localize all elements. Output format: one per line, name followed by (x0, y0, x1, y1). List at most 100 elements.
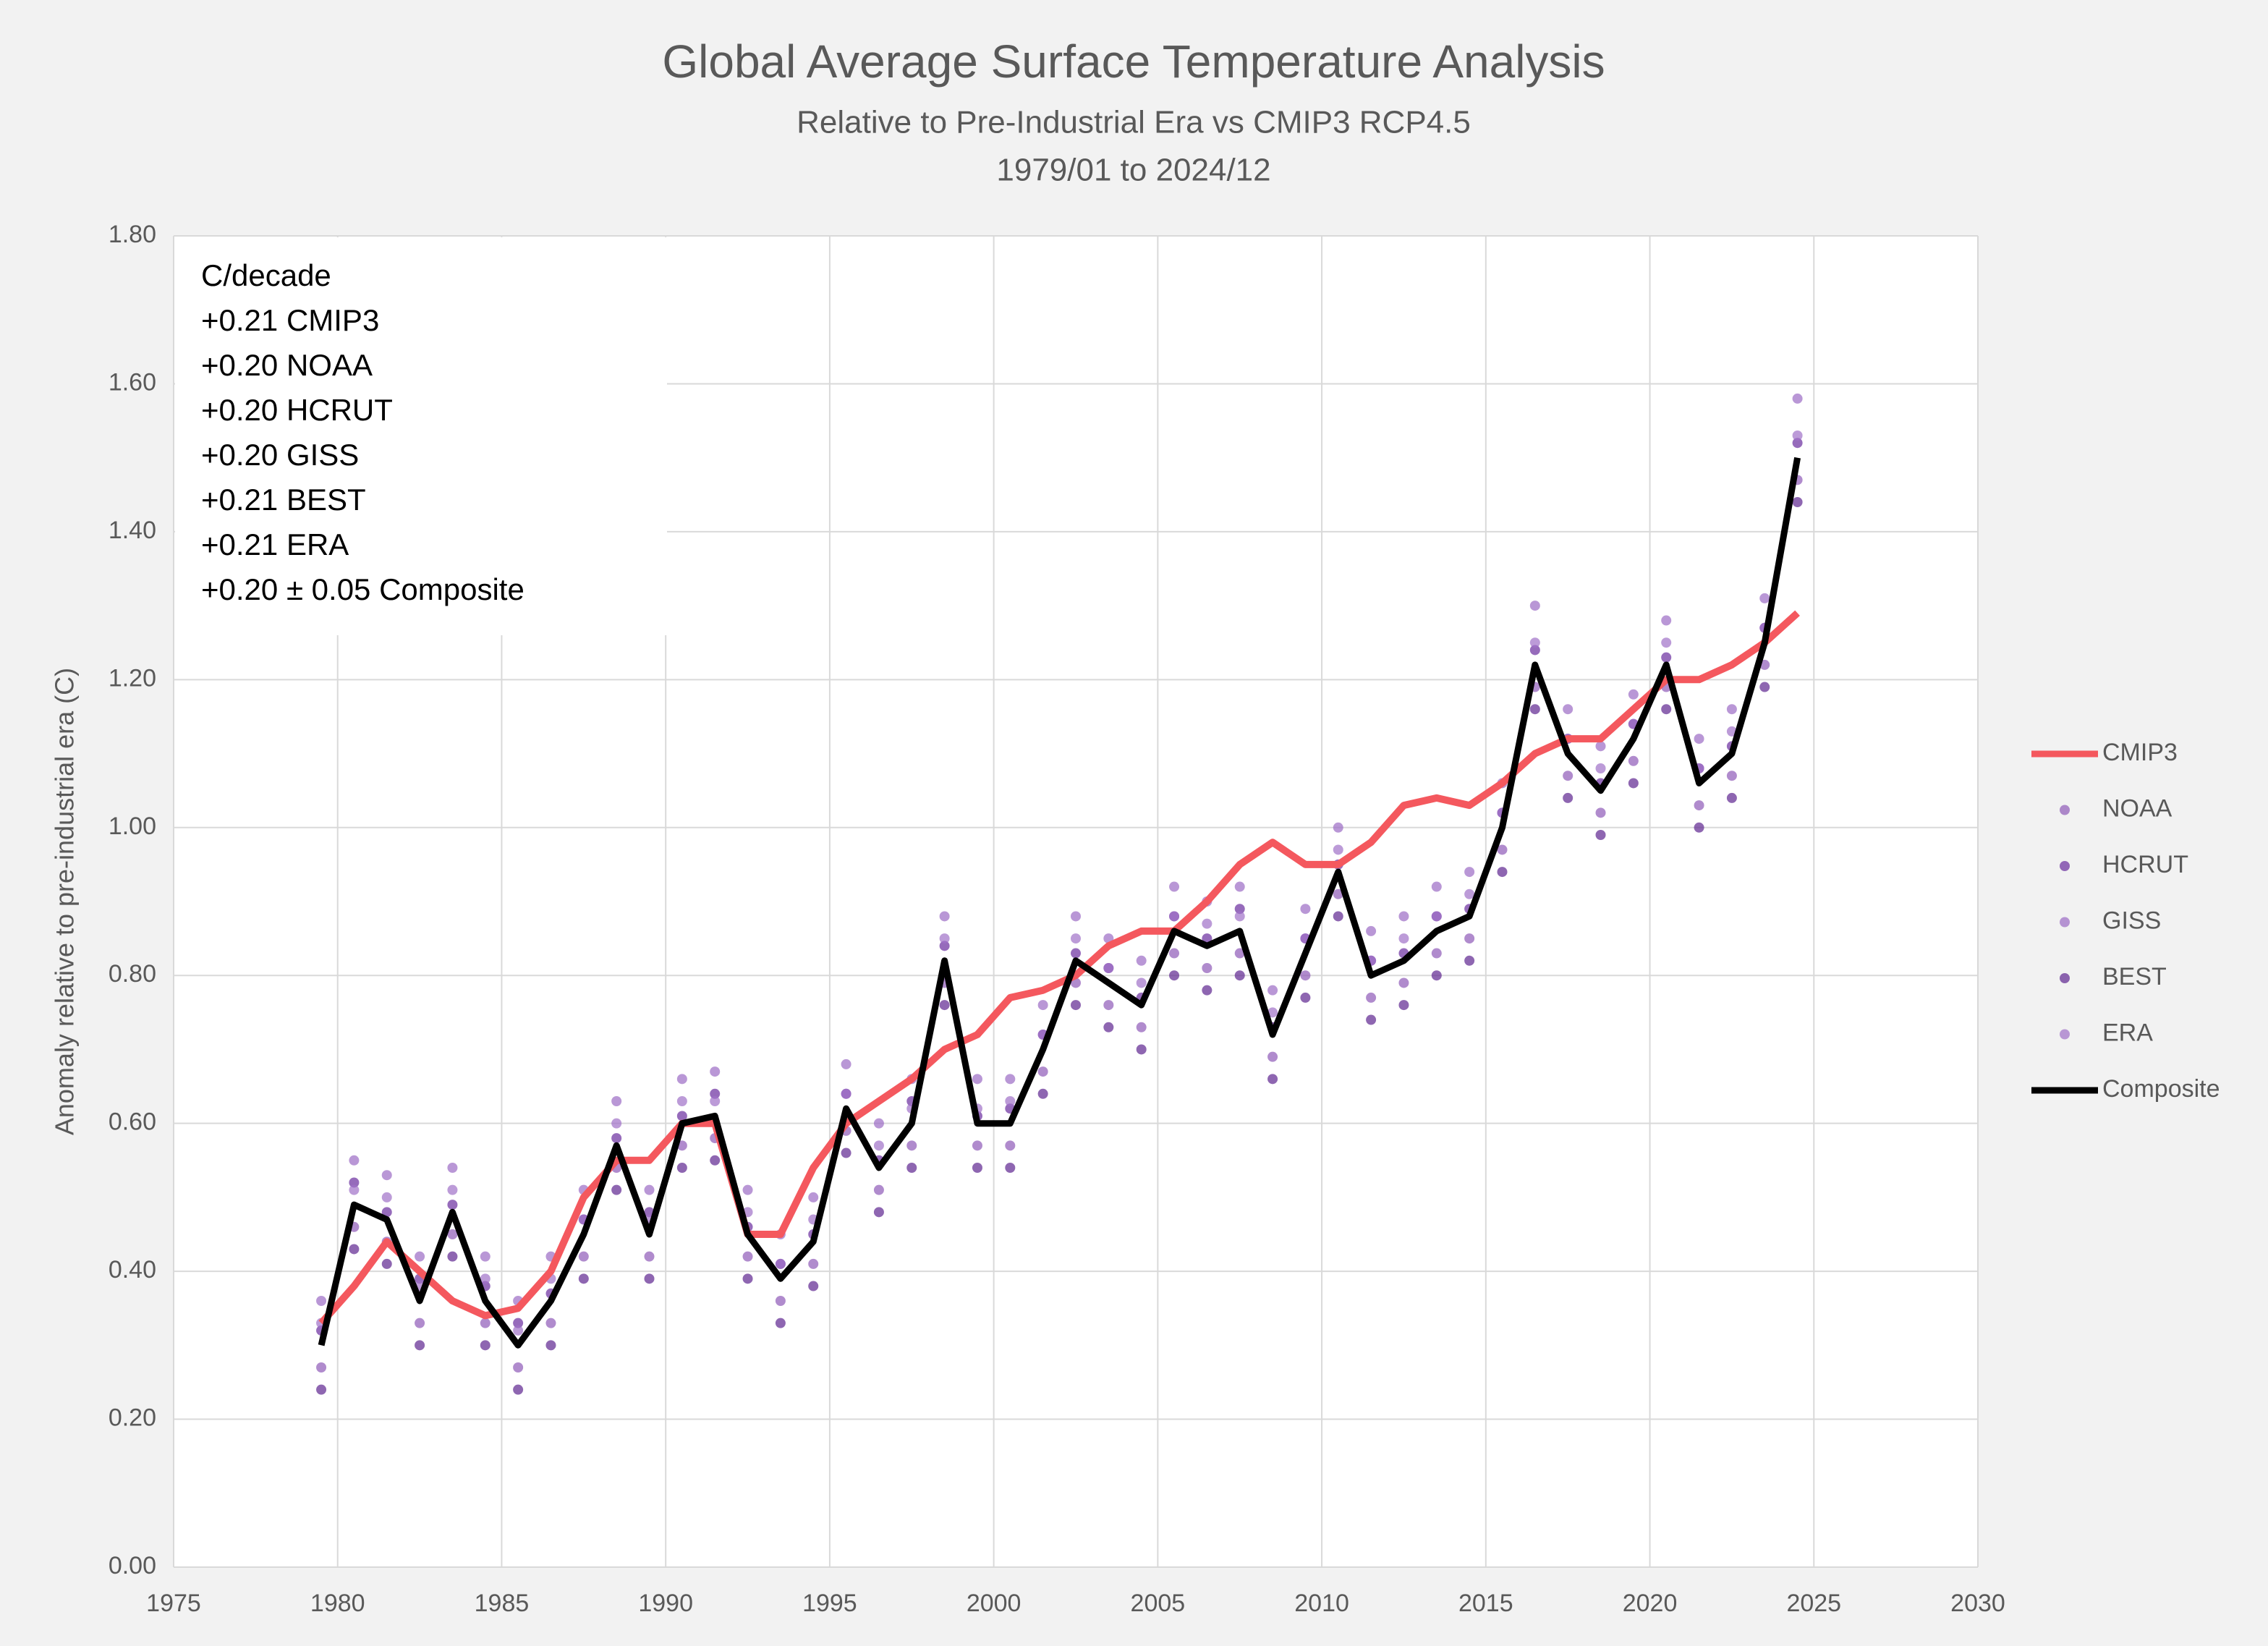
data-point (1595, 830, 1606, 840)
data-point (447, 1251, 458, 1262)
series-line (318, 457, 1801, 1349)
data-point (1300, 992, 1311, 1003)
data-point (1464, 955, 1475, 966)
data-point (1529, 637, 1540, 648)
data-point (447, 1200, 458, 1210)
data-point (415, 1340, 425, 1351)
data-point (1563, 792, 1573, 803)
data-point (1169, 948, 1180, 959)
data-point (1234, 948, 1245, 959)
data-point (873, 1184, 884, 1195)
data-point (1595, 807, 1606, 818)
data-point (1726, 771, 1737, 781)
data-point (742, 1273, 753, 1284)
data-point (676, 1096, 687, 1106)
data-point (841, 1059, 851, 1069)
data-point (381, 1207, 392, 1218)
y-tick-label: 0.60 (109, 1108, 156, 1136)
legend-label: GISS (2102, 907, 2161, 934)
data-point (513, 1318, 524, 1328)
data-point (1529, 601, 1540, 611)
data-point (972, 1140, 982, 1151)
y-tick-label: 1.80 (109, 221, 156, 248)
data-point (1792, 430, 1803, 441)
data-point (841, 1147, 851, 1158)
data-point (742, 1184, 753, 1195)
data-point (972, 1074, 982, 1085)
data-point (939, 933, 950, 944)
data-point (1792, 438, 1803, 449)
legend-swatch (2060, 861, 2070, 871)
chart-subtitle: Relative to Pre-Industrial Era vs CMIP3 … (797, 105, 1471, 140)
data-point (1234, 970, 1245, 981)
y-tick-label: 1.60 (109, 368, 156, 396)
data-point (480, 1340, 490, 1351)
data-point (808, 1192, 819, 1202)
annotation: +0.21 CMIP3 (201, 303, 379, 337)
data-point (644, 1184, 655, 1195)
data-point (1366, 1014, 1377, 1025)
data-point (1103, 963, 1114, 973)
data-point (775, 1296, 786, 1306)
data-point (1136, 955, 1147, 966)
data-point (676, 1163, 687, 1173)
data-point (480, 1251, 490, 1262)
legend-label: Composite (2102, 1075, 2220, 1103)
data-point (841, 1088, 851, 1099)
data-point (1431, 970, 1442, 981)
data-point (1497, 867, 1508, 878)
data-point (349, 1244, 360, 1255)
data-point (1694, 822, 1704, 833)
data-point (1398, 933, 1409, 944)
data-point (1464, 933, 1475, 944)
data-point (1792, 497, 1803, 507)
data-point (545, 1340, 556, 1351)
x-tick-label: 2020 (1623, 1590, 1678, 1617)
y-tick-label: 1.40 (109, 517, 156, 544)
data-point (1529, 645, 1540, 656)
data-point (1792, 393, 1803, 404)
data-point (1005, 1140, 1016, 1151)
data-point (873, 1118, 884, 1129)
data-point (1431, 948, 1442, 959)
data-point (1267, 985, 1278, 996)
annotation: +0.20 GISS (201, 438, 359, 472)
data-point (1333, 911, 1343, 922)
data-point (939, 941, 950, 951)
legend-label: BEST (2102, 963, 2167, 990)
data-point (1398, 1000, 1409, 1011)
legend-swatch (2060, 805, 2070, 815)
data-point (1661, 637, 1672, 648)
data-point (1563, 704, 1573, 715)
data-point (1628, 778, 1639, 789)
data-point (1431, 911, 1442, 922)
series-line (318, 610, 1800, 1326)
data-point (710, 1088, 721, 1099)
data-point (1726, 704, 1737, 715)
data-point (1136, 977, 1147, 988)
data-point (1071, 948, 1081, 959)
data-point (1071, 1000, 1081, 1011)
data-point (480, 1273, 490, 1284)
data-point (1103, 1022, 1114, 1032)
data-point (1694, 734, 1704, 744)
data-point (578, 1251, 589, 1262)
legend-label: NOAA (2102, 794, 2173, 822)
data-point (1694, 800, 1704, 811)
data-point (1234, 881, 1245, 892)
data-point (873, 1207, 884, 1218)
legend-label: HCRUT (2102, 851, 2188, 878)
data-point (1005, 1163, 1016, 1173)
data-point (1169, 970, 1180, 981)
data-point (611, 1118, 622, 1129)
data-point (1037, 1000, 1048, 1011)
data-point (1464, 888, 1475, 899)
y-tick-label: 0.20 (109, 1404, 156, 1432)
data-point (1726, 792, 1737, 803)
x-tick-label: 1995 (802, 1590, 857, 1617)
data-point (480, 1318, 490, 1328)
data-point (906, 1163, 917, 1173)
data-point (1398, 977, 1409, 988)
annotation: +0.20 NOAA (201, 348, 373, 382)
